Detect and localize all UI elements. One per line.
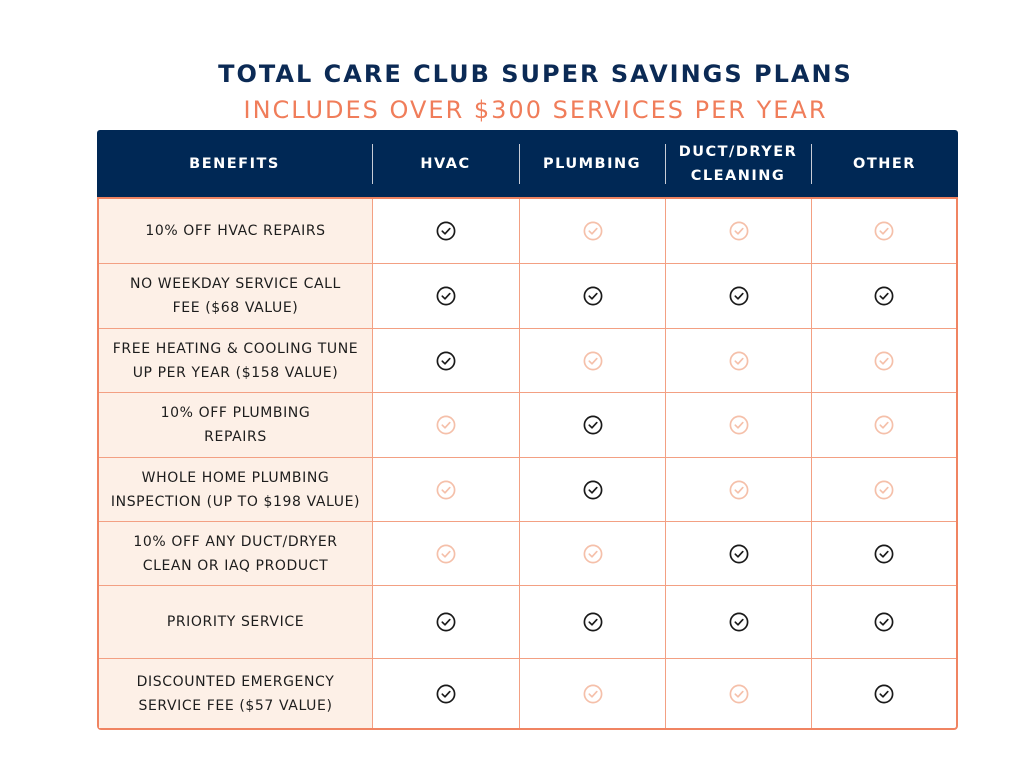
column-header-benefits: BENEFITS [189,155,280,172]
benefit-cell: DISCOUNTED EMERGENCY SERVICE FEE ($57 VA… [99,659,373,728]
plan-cell-other [812,586,956,659]
plan-cell-plumbing [520,199,666,264]
plan-cell-other [812,458,956,522]
plan-cell-other [812,659,956,728]
check-circle-faded-icon [583,544,602,563]
check-circle-icon [436,221,456,241]
plan-cell-plumbing [520,264,666,329]
check-circle-faded-icon [729,415,748,435]
benefit-cell: PRIORITY SERVICE [99,586,373,659]
benefit-label: DISCOUNTED EMERGENCY SERVICE FEE ($57 VA… [136,673,335,714]
check-circle-faded-icon [874,480,894,499]
plan-cell-duct-dryer-cleaning [666,458,812,522]
benefit-label: 10% OFF ANY DUCT/DRYER CLEAN OR IAQ PROD… [133,533,338,574]
check-circle-faded-icon [583,221,602,241]
table-header: BENEFITS HVAC PLUMBING DUCT/DRYER CLEANI… [97,130,958,197]
check-circle-icon [583,612,602,632]
plan-cell-plumbing [520,522,666,586]
plan-cell-duct-dryer-cleaning [666,329,812,393]
plan-cell-plumbing [520,458,666,522]
plan-cell-other [812,199,956,264]
check-circle-faded-icon [874,415,894,435]
column-header-hvac: HVAC [372,130,519,197]
plan-cell-duct-dryer-cleaning [666,393,812,458]
benefit-label: PRIORITY SERVICE [166,614,305,630]
check-circle-icon [436,612,456,632]
plan-cell-plumbing [520,586,666,659]
check-circle-faded-icon [436,480,456,499]
check-circle-icon [436,684,456,703]
check-circle-icon [436,286,456,306]
check-circle-faded-icon [729,221,748,241]
plan-cell-hvac [373,522,520,586]
benefit-cell: FREE HEATING & COOLING TUNE UP PER YEAR … [99,329,373,393]
check-circle-icon [583,286,602,306]
plan-cell-duct-dryer-cleaning [666,522,812,586]
column-header-other: OTHER [811,130,958,197]
page-subtitle: INCLUDES OVER $300 SERVICES PER YEAR [243,96,828,124]
plan-cell-hvac [373,264,520,329]
benefit-label: 10% OFF PLUMBING REPAIRS [160,405,311,445]
plan-cell-hvac [373,393,520,458]
check-circle-icon [874,684,894,703]
column-header-plumbing: PLUMBING [519,130,665,197]
page-title: TOTAL CARE CLUB SUPER SAVINGS PLANS [218,60,853,88]
check-circle-faded-icon [874,351,894,370]
plan-cell-other [812,393,956,458]
check-circle-faded-icon [729,351,748,370]
plan-cell-duct-dryer-cleaning [666,264,812,329]
check-circle-icon [874,286,894,306]
plan-cell-plumbing [520,329,666,393]
benefit-label: WHOLE HOME PLUMBING INSPECTION (UP TO $1… [110,469,361,510]
plan-cell-duct-dryer-cleaning [666,586,812,659]
plan-cell-duct-dryer-cleaning [666,659,812,728]
benefit-cell: 10% OFF HVAC REPAIRS [99,199,373,264]
column-header-duct-dryer: DUCT/DRYER CLEANING [665,130,811,197]
check-circle-icon [583,415,602,435]
plan-cell-hvac [373,329,520,393]
check-circle-icon [583,480,602,499]
plan-cell-hvac [373,659,520,728]
plan-cell-plumbing [520,659,666,728]
benefit-label: NO WEEKDAY SERVICE CALL FEE ($68 VALUE) [130,276,341,316]
plan-cell-plumbing [520,393,666,458]
check-circle-icon [874,544,894,563]
benefit-label: 10% OFF HVAC REPAIRS [145,223,326,239]
benefit-cell: 10% OFF PLUMBING REPAIRS [99,393,373,458]
check-circle-faded-icon [436,415,456,435]
plan-cell-hvac [373,199,520,264]
check-circle-faded-icon [583,684,602,703]
check-circle-icon [874,612,894,632]
plan-cell-hvac [373,586,520,659]
check-circle-icon [436,351,456,370]
benefits-table: 10% OFF HVAC REPAIRS NO WEEKDAY SERVICE C… [97,197,958,730]
benefit-cell: NO WEEKDAY SERVICE CALL FEE ($68 VALUE) [99,264,373,329]
check-circle-icon [729,286,748,306]
check-circle-faded-icon [436,544,456,563]
check-circle-faded-icon [874,221,894,241]
plan-cell-hvac [373,458,520,522]
benefit-cell: 10% OFF ANY DUCT/DRYER CLEAN OR IAQ PROD… [99,522,373,586]
benefit-cell: WHOLE HOME PLUMBING INSPECTION (UP TO $1… [99,458,373,522]
check-circle-icon [729,612,748,632]
plan-cell-other [812,522,956,586]
plan-cell-other [812,329,956,393]
benefit-label: FREE HEATING & COOLING TUNE UP PER YEAR … [112,340,359,381]
check-circle-icon [729,544,748,563]
check-circle-faded-icon [583,351,602,370]
check-circle-faded-icon [729,684,748,703]
plan-cell-duct-dryer-cleaning [666,199,812,264]
plan-cell-other [812,264,956,329]
check-circle-faded-icon [729,480,748,499]
